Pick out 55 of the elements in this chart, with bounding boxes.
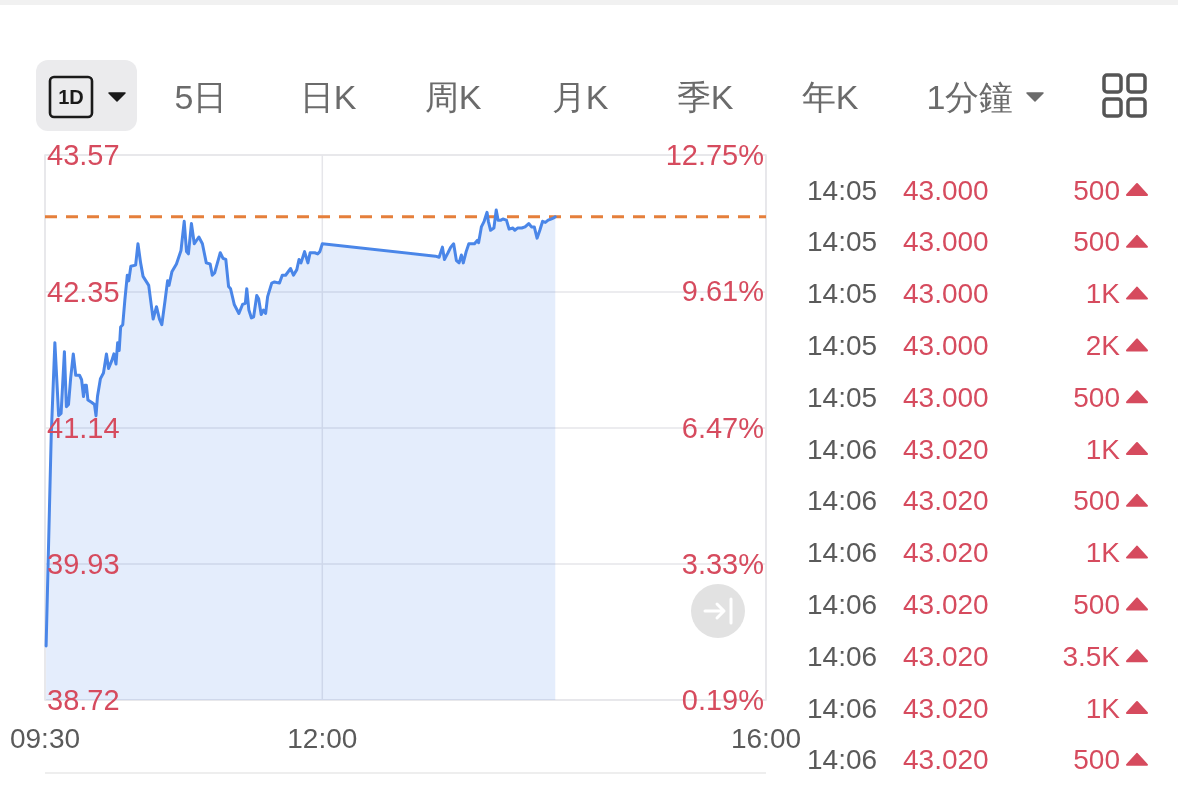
text: 14:05 (807, 278, 878, 310)
y-tick-label: 43.57 (47, 139, 120, 171)
text: 43.000 (903, 174, 989, 206)
text: 500 (1073, 744, 1120, 776)
text: 43.020 (903, 692, 989, 724)
text: 43.020 (903, 588, 989, 620)
text: 43.020 (903, 640, 989, 672)
text: 500 (1073, 588, 1120, 620)
y2-tick-label: 9.61% (681, 275, 764, 308)
text: 14:06 (807, 744, 878, 776)
text: 43.000 (903, 329, 989, 361)
y2-tick-label: 6.47% (681, 411, 764, 444)
text: 14:06 (807, 640, 878, 672)
text: 500 (1073, 485, 1120, 517)
text: 14:05 (807, 329, 878, 361)
text: 季K (676, 78, 734, 116)
text: 43.020 (903, 744, 989, 776)
text: 14:05 (807, 174, 878, 206)
text: 3.5K (1062, 640, 1121, 672)
text: 14:06 (807, 485, 878, 517)
text: 1K (1085, 537, 1121, 569)
text: 5日 (174, 78, 228, 116)
text: 43.000 (903, 226, 989, 258)
text: 2K (1085, 329, 1121, 361)
text: 14:06 (807, 537, 878, 569)
text: 14:06 (807, 588, 878, 620)
text: 1K (1085, 692, 1121, 724)
y2-tick-label: 0.19% (681, 684, 764, 716)
y-tick-label: 38.72 (47, 684, 120, 716)
x-tick-label: 09:30 (9, 722, 81, 754)
text: 月K (551, 78, 609, 116)
y2-tick-label: 12.75% (665, 139, 764, 171)
text: 1K (1085, 433, 1121, 465)
text: 14:06 (807, 433, 878, 465)
text: 14:06 (807, 692, 878, 724)
text: 日K (299, 78, 357, 116)
text: 43.000 (903, 381, 989, 413)
text: 43.020 (903, 485, 989, 517)
text: 14:05 (807, 226, 878, 258)
text: 500 (1073, 174, 1120, 206)
text: 年K (801, 78, 859, 116)
text: 1K (1085, 278, 1121, 310)
text: 14:05 (807, 381, 878, 413)
x-tick-label: 12:00 (287, 722, 358, 754)
text: 1分鐘 (926, 78, 1014, 116)
y2-tick-label: 3.33% (681, 547, 764, 580)
text: 1D (58, 86, 84, 108)
y-tick-label: 42.35 (47, 276, 120, 309)
text: 43.020 (903, 433, 989, 465)
text: 500 (1073, 226, 1120, 258)
text: 43.020 (903, 537, 989, 569)
text: 周K (424, 78, 482, 116)
text: 500 (1073, 381, 1120, 413)
x-tick-label: 16:00 (730, 722, 802, 754)
text: 43.000 (903, 278, 989, 310)
